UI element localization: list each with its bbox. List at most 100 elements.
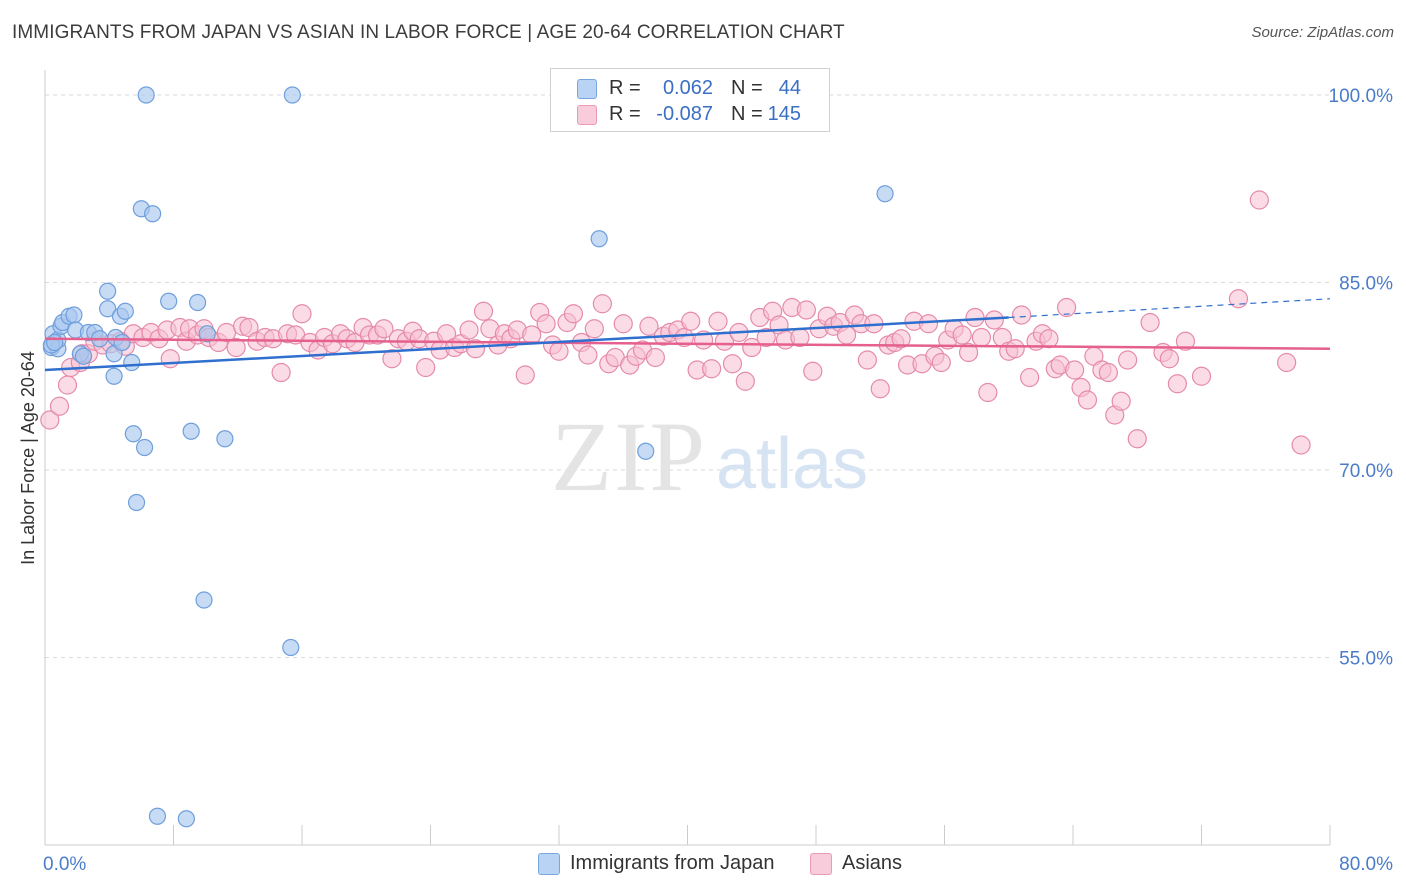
japan-point [177,810,195,828]
asians-point [756,327,776,348]
asians-point [645,347,665,368]
asians-point [857,350,878,370]
asians-point [958,342,979,363]
japan-point [198,325,216,343]
watermark: ZIP atlas [551,401,868,512]
asians-point [931,352,951,373]
asians-point [965,307,985,328]
legend-r-label: R = [609,103,641,125]
asians-point [382,349,402,369]
asians-point [978,382,998,403]
asians-point [374,319,394,339]
series-swatch-japan [538,853,560,875]
asians-point [1111,391,1131,411]
asians-point [971,327,992,348]
japan-point [113,333,131,352]
asians-point [639,316,659,336]
japan-point [135,438,154,457]
asians-point [49,396,70,416]
asians-point [465,339,486,359]
asians-point [160,349,180,369]
japan-point [195,591,213,609]
legend-n-label: N = [731,77,763,99]
japan-point [637,442,655,460]
asians-point [1077,390,1098,410]
japan-point [116,302,134,320]
asians-point [701,359,722,379]
asians-point [1056,297,1077,318]
asians-point [416,357,436,378]
asians-point [226,337,246,358]
asians-point [1127,429,1147,449]
japan-point [74,347,93,365]
asians-point [57,375,78,395]
japan-point [876,185,894,203]
legend-r-label: R = [609,77,641,99]
japan-point [182,422,200,440]
asians-point [1011,305,1032,325]
japan-point [124,425,142,443]
asians-point [796,300,816,320]
asians-point [735,371,755,391]
asians-point [592,294,612,314]
legend-swatch-japan [577,79,597,99]
legend-r-value: 0.062 [662,77,713,99]
asians-point [584,319,604,339]
asians-point [563,304,584,324]
asians-point [1118,350,1138,370]
asians-point [984,310,1004,330]
chart-title: IMMIGRANTS FROM JAPAN VS ASIAN IN LABOR … [12,22,845,43]
asians-trend-line [44,337,1331,350]
asians-point [1039,329,1059,349]
y-tick-label: 85.0% [1339,274,1393,295]
asians-point [613,314,633,334]
asians-point [1065,360,1085,380]
legend-n-value: 44 [778,77,801,99]
points-layer [40,86,1311,828]
series-swatch-asians [810,853,832,875]
japan-point [590,230,608,248]
japan-point [46,333,64,352]
asians-point [473,301,494,321]
japan-point [282,638,300,657]
japan-point [123,353,141,372]
series-label-japan: Immigrants from Japan [570,852,775,874]
asians-point [271,362,291,383]
asians-point [1140,312,1160,333]
axes-layer: 100.0% 85.0% 70.0% 55.0% 0.0% 80.0% [43,70,1393,875]
asians-point [549,341,569,361]
japan-point [148,807,167,825]
legend-n-value: 145 [767,103,801,125]
asians-point [1167,374,1188,394]
asians-point [674,327,694,348]
asians-point [292,304,312,324]
y-tick-label: 100.0% [1329,86,1394,107]
asians-point [803,361,823,381]
asians-point [952,325,972,345]
japan-point [99,300,117,318]
y-axis-title: In Labor Force | Age 20-64 [18,351,38,565]
asians-point [1020,367,1040,388]
japan-trend-line [44,316,1009,372]
asians-point [918,314,939,334]
japan-point [127,493,146,512]
asians-point [536,314,556,334]
japan-point [105,367,123,385]
asians-point [1005,339,1025,359]
asians-point [40,410,60,430]
asians-point [459,320,479,340]
watermark-zip: ZIP [551,401,707,512]
japan-point [188,293,207,312]
asians-point [681,311,701,331]
watermark-atlas: atlas [716,424,868,504]
trend-layer [44,298,1331,372]
legend-row-asians: R = -0.087 N = 145 [551,101,829,127]
asians-point [1277,352,1297,373]
correlation-legend: R = 0.062 N = 44 R = -0.087 N = 145 [550,68,830,132]
japan-point [137,86,155,104]
asians-point [515,365,535,385]
legend-n-label: N = [731,103,763,125]
asians-point [1291,435,1311,455]
asians-point [722,354,743,374]
